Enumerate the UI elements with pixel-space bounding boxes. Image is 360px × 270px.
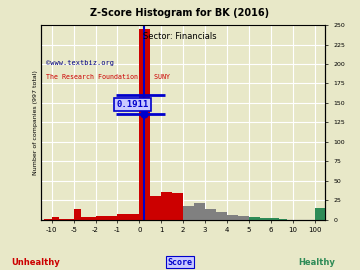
Bar — [205, 209, 216, 220]
Y-axis label: Number of companies (997 total): Number of companies (997 total) — [33, 70, 38, 175]
Text: Healthy: Healthy — [298, 258, 335, 266]
Bar — [271, 218, 274, 220]
Bar — [249, 217, 260, 220]
Bar — [194, 202, 205, 220]
Text: Sector: Financials: Sector: Financials — [143, 32, 217, 41]
Bar — [88, 217, 95, 220]
Bar — [238, 216, 249, 220]
Bar — [282, 219, 284, 220]
Text: Score: Score — [167, 258, 193, 266]
Bar — [183, 206, 194, 220]
Bar — [60, 219, 65, 220]
Bar — [52, 217, 59, 220]
Bar — [117, 214, 139, 220]
Bar — [227, 215, 238, 220]
Bar — [260, 218, 271, 220]
Text: ©www.textbiz.org: ©www.textbiz.org — [46, 60, 114, 66]
Bar — [315, 208, 325, 220]
Bar — [279, 219, 282, 220]
Bar — [65, 219, 69, 220]
Bar — [44, 219, 52, 220]
Bar — [216, 212, 227, 220]
Bar — [56, 219, 60, 220]
Text: Z-Score Histogram for BK (2016): Z-Score Histogram for BK (2016) — [90, 8, 270, 18]
Text: Unhealthy: Unhealthy — [12, 258, 60, 266]
Text: 0.1911: 0.1911 — [116, 100, 149, 109]
Bar — [276, 218, 279, 220]
Bar — [139, 29, 150, 220]
Text: The Research Foundation of SUNY: The Research Foundation of SUNY — [46, 74, 171, 80]
Bar — [150, 196, 161, 220]
Bar — [284, 219, 287, 220]
Bar — [52, 218, 56, 220]
Bar — [74, 209, 81, 220]
Bar — [172, 193, 183, 220]
Bar — [161, 192, 172, 220]
Bar — [81, 217, 88, 220]
Bar — [69, 219, 74, 220]
Bar — [95, 216, 117, 220]
Bar — [274, 218, 276, 220]
